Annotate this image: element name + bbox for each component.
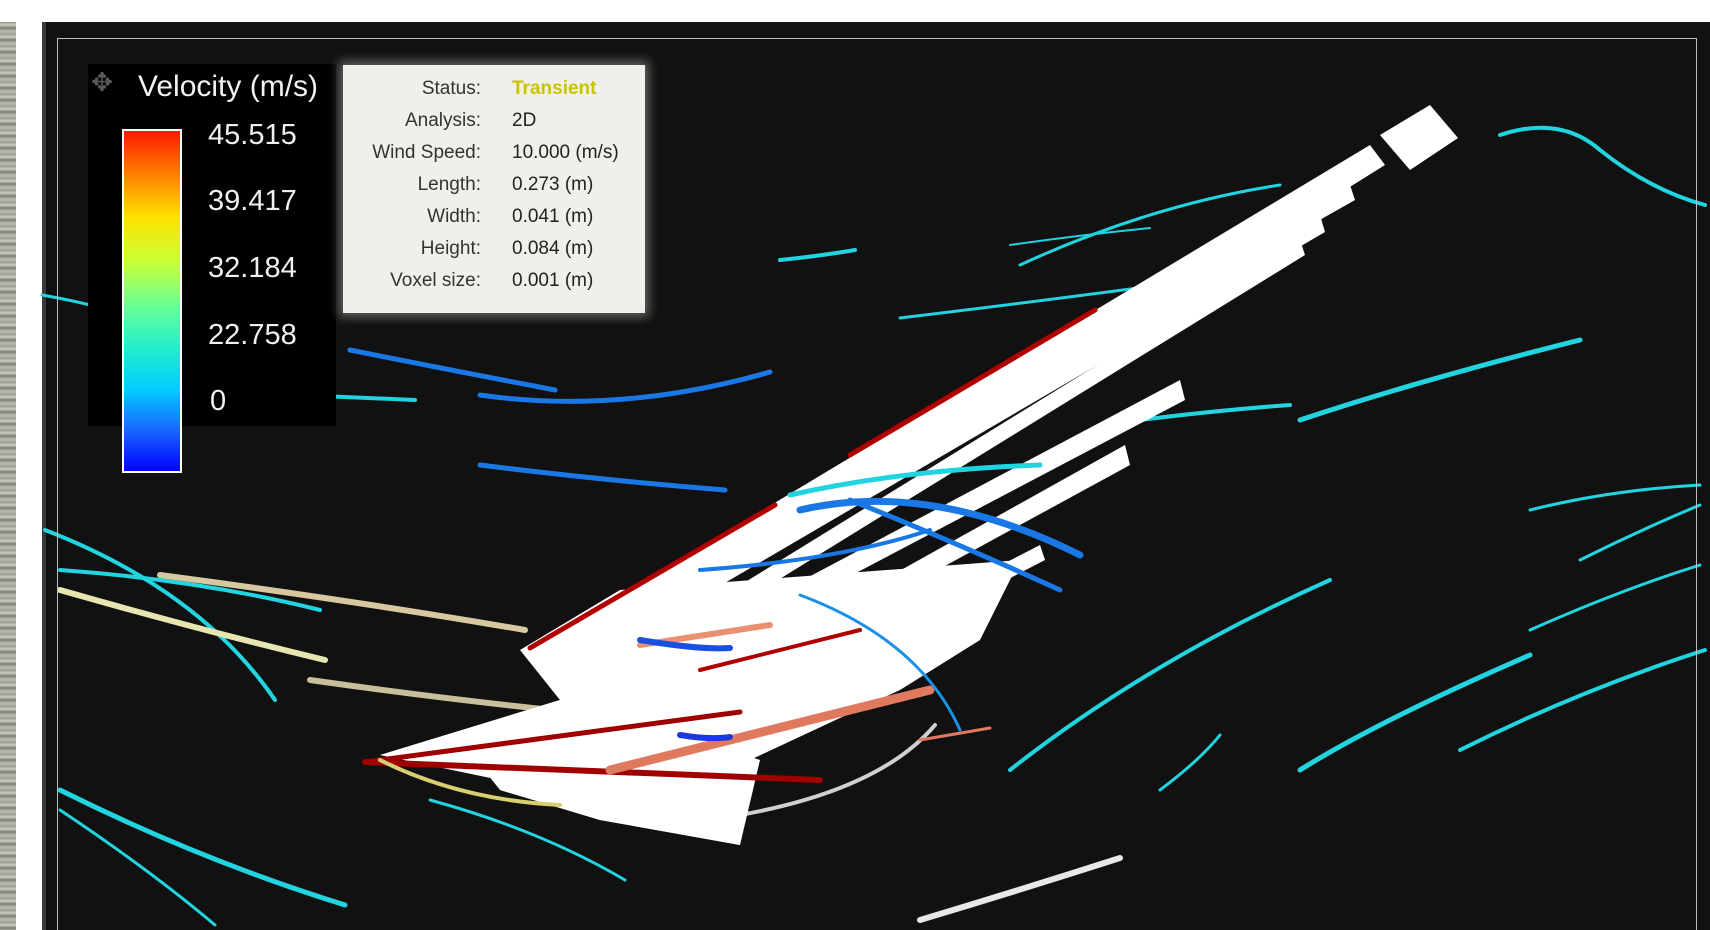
streamline [1008, 578, 1332, 772]
info-label: Height: [420, 238, 481, 259]
streamline [428, 798, 627, 882]
scale-tick: 22.758 [208, 319, 297, 351]
streamline [157, 572, 528, 633]
streamline [847, 497, 1063, 593]
high-velocity-edge [362, 759, 823, 783]
streamline [477, 462, 728, 493]
model-geometry [380, 105, 1458, 845]
streamline [1498, 125, 1707, 207]
streamline [1009, 227, 1151, 246]
streamline [378, 758, 562, 807]
streamline [58, 808, 217, 927]
streamline [57, 587, 328, 663]
streamline [1297, 652, 1533, 773]
info-value: 0.001 (m) [512, 270, 594, 291]
streamline [1158, 733, 1222, 792]
high-velocity-edge [605, 685, 935, 775]
streamline [917, 855, 1123, 923]
info-row-analysis: Analysis: 2D [343, 110, 645, 140]
scale-tick: 39.417 [208, 185, 297, 217]
streamline [677, 732, 733, 742]
info-value: 10.000 (m/s) [512, 142, 619, 163]
high-velocity-edge [527, 502, 778, 651]
streamline [796, 497, 1084, 559]
high-velocity-edge [918, 726, 992, 742]
streamline [787, 462, 1043, 498]
scale-tick-max: 45.515 [208, 119, 297, 151]
streamline [1578, 503, 1702, 562]
info-label: Width: [427, 206, 481, 227]
legend-title: Velocity (m/s) [138, 70, 319, 103]
info-value: 0.041 (m) [512, 206, 594, 227]
info-row-voxel-size: Voxel size: 0.001 (m) [343, 270, 645, 300]
info-row-wind-speed: Wind Speed: 10.000 (m/s) [343, 142, 645, 172]
streamline [347, 347, 558, 393]
streamline [1458, 648, 1707, 752]
map-background-strip [0, 22, 16, 930]
info-label: Wind Speed: [372, 142, 481, 163]
streamline [778, 248, 857, 262]
streamline [58, 568, 322, 612]
color-scale-bar [122, 129, 182, 473]
info-row-height: Height: 0.084 (m) [343, 238, 645, 268]
info-label: Length: [417, 174, 481, 195]
status-value: Transient [512, 78, 597, 99]
streamline [1528, 483, 1702, 512]
simulation-info-panel: Status: Transient Analysis: 2D Wind Spee… [343, 65, 645, 313]
streamline [798, 593, 962, 732]
info-value: 0.273 (m) [512, 174, 594, 195]
streamline [57, 787, 348, 908]
streamline [1297, 337, 1583, 423]
streamline [1018, 183, 1282, 267]
info-value: 0.084 (m) [512, 238, 594, 259]
move-icon[interactable]: ✥ [91, 67, 113, 97]
high-velocity-edge [698, 628, 862, 672]
streamline [43, 528, 277, 702]
info-row-length: Length: 0.273 (m) [343, 174, 645, 204]
info-label: Status: [421, 78, 481, 99]
streamline [1528, 563, 1702, 632]
info-row-status: Status: Transient [343, 78, 645, 108]
velocity-legend: ✥ Velocity (m/s) 45.515 39.417 32.184 22… [88, 64, 336, 473]
high-velocity-edge [362, 709, 743, 765]
info-label: Voxel size: [390, 270, 481, 291]
scale-tick: 32.184 [208, 252, 297, 284]
streamline [40, 293, 92, 307]
streamline [637, 637, 733, 652]
streamline [477, 369, 773, 404]
streamline [1138, 403, 1292, 422]
info-label: Analysis: [404, 110, 481, 131]
info-row-width: Width: 0.041 (m) [343, 206, 645, 236]
streamline [698, 528, 932, 572]
high-velocity-edge [847, 307, 1098, 458]
info-value: 2D [512, 110, 537, 131]
scale-tick-min: 0 [210, 385, 227, 417]
